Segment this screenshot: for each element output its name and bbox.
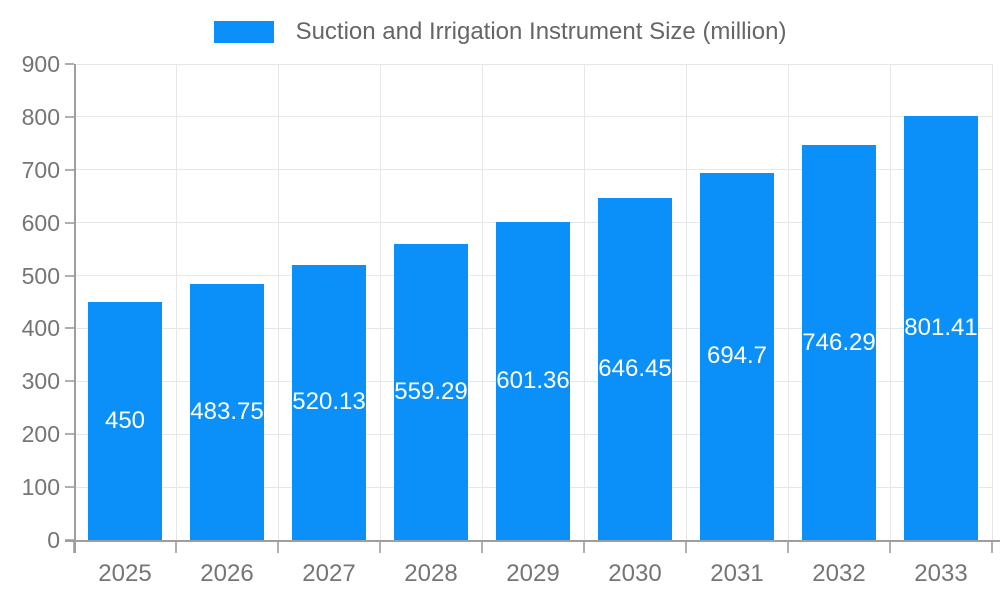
- x-tick: [787, 540, 789, 553]
- bar-value-label: 746.29: [802, 328, 876, 356]
- y-tick: [65, 433, 74, 436]
- bar-value-label: 520.13: [292, 388, 366, 416]
- x-tick: [277, 540, 279, 553]
- x-tick: [175, 540, 177, 553]
- bar-2027[interactable]: 520.13: [292, 264, 366, 540]
- bar-value-label: 646.45: [598, 355, 672, 383]
- bar-2028[interactable]: 559.29: [394, 244, 468, 540]
- y-tick: [65, 327, 74, 330]
- x-axis-label: 2025: [98, 560, 152, 587]
- bar-value-label: 483.75: [190, 398, 264, 426]
- x-gridline: [991, 64, 993, 540]
- x-gridline: [787, 64, 789, 540]
- y-axis-label: 400: [21, 315, 60, 342]
- x-axis-label: 2027: [302, 560, 356, 587]
- y-gridline: [74, 169, 992, 171]
- bar-2032[interactable]: 746.29: [802, 145, 876, 540]
- y-axis-label: 700: [21, 156, 60, 183]
- x-tick: [685, 540, 687, 553]
- x-gridline: [277, 64, 279, 540]
- legend-swatch-icon: [213, 21, 274, 43]
- y-axis-label: 0: [47, 527, 60, 553]
- x-gridline: [889, 64, 891, 540]
- bar-value-label: 450: [104, 407, 146, 434]
- x-tick: [889, 540, 891, 553]
- x-tick: [583, 540, 585, 553]
- x-tick: [379, 540, 381, 553]
- y-gridline: [74, 63, 992, 65]
- x-axis-label: 2031: [710, 560, 764, 587]
- bar-2029[interactable]: 601.36: [496, 221, 570, 540]
- y-axis-label: 900: [21, 51, 60, 77]
- bar-2025[interactable]: 450: [88, 302, 162, 540]
- y-tick: [65, 380, 74, 383]
- legend[interactable]: Suction and Irrigation Instrument Size (…: [0, 18, 1000, 46]
- plot-area: 0 100 200 300 400 500 600 700 800 900 450 2025 483.7…: [22, 51, 1000, 587]
- y-tick: [65, 486, 74, 489]
- x-gridline: [175, 64, 177, 540]
- x-axis-label: 2030: [608, 560, 662, 587]
- y-axis-label: 100: [21, 474, 60, 501]
- y-tick: [65, 221, 74, 224]
- bar-2030[interactable]: 646.45: [598, 198, 672, 540]
- y-axis-label: 600: [21, 209, 60, 236]
- y-tick: [65, 168, 74, 171]
- bar-value-label: 694.7: [706, 342, 768, 370]
- y-tick: [65, 274, 74, 277]
- bar-value-label: 801.41: [904, 314, 978, 342]
- legend-label: Suction and Irrigation Instrument Size (…: [295, 18, 787, 45]
- x-gridline: [481, 64, 483, 540]
- y-axis-line: [74, 64, 76, 553]
- x-axis-label: 2026: [200, 560, 254, 587]
- x-gridline: [379, 64, 381, 540]
- x-gridline: [583, 64, 585, 540]
- y-axis-label: 800: [21, 103, 60, 130]
- bar-value-label: 559.29: [394, 378, 468, 406]
- bar-2033[interactable]: 801.41: [904, 116, 978, 540]
- x-axis-label: 2028: [404, 560, 458, 587]
- x-tick: [481, 540, 483, 553]
- y-axis-label: 200: [21, 421, 60, 448]
- y-axis-label: 300: [21, 368, 60, 395]
- x-axis-label: 2033: [914, 560, 968, 587]
- y-gridline: [74, 116, 992, 118]
- bar-2031[interactable]: 694.7: [700, 172, 774, 540]
- x-tick: [991, 540, 993, 553]
- bar-value-label: 601.36: [496, 366, 570, 394]
- x-axis-label: 2032: [812, 560, 866, 587]
- y-tick: [65, 63, 74, 65]
- x-axis-label: 2029: [506, 560, 560, 587]
- y-tick: [65, 115, 74, 118]
- x-gridline: [685, 64, 687, 540]
- y-axis-label: 500: [21, 262, 60, 289]
- x-axis-line: [65, 540, 1000, 542]
- bar-2026[interactable]: 483.75: [190, 284, 264, 540]
